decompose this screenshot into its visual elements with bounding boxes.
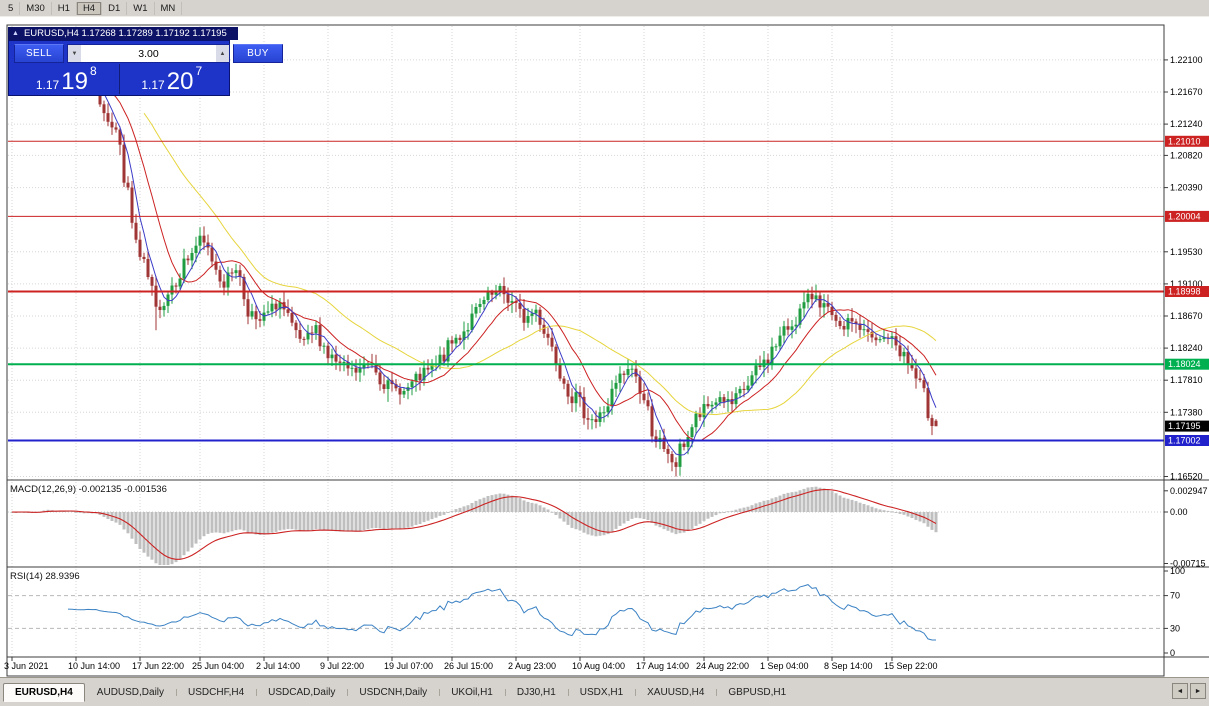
- svg-text:1.18670: 1.18670: [1170, 311, 1203, 321]
- pane-borders: [6, 24, 1209, 677]
- tabs-scroll-right-button[interactable]: ►: [1190, 683, 1206, 699]
- chart-tab[interactable]: EURUSD,H4: [3, 682, 85, 702]
- svg-text:1.17002: 1.17002: [1168, 436, 1201, 446]
- time-axis: 3 Jun 2021 10 Jun 14:00 17 Jun 22:00 25 Jun…: [4, 657, 938, 671]
- price-level-lines: [8, 140, 1164, 442]
- svg-text:1.17195: 1.17195: [1168, 421, 1201, 431]
- buy-price-prefix: 1.17: [141, 78, 165, 92]
- svg-text:0.00: 0.00: [1170, 507, 1188, 517]
- buy-price-display[interactable]: 1.17 20 7: [118, 64, 225, 95]
- sell-price-prefix: 1.17: [35, 78, 60, 92]
- macd-indicator: [10, 486, 938, 565]
- svg-text:1.21670: 1.21670: [1170, 87, 1203, 97]
- svg-text:25 Jun 04:00: 25 Jun 04:00: [192, 661, 244, 671]
- sell-price-display[interactable]: 1.17 19 8: [14, 64, 119, 94]
- timeframe-button-h4[interactable]: H4: [76, 1, 103, 15]
- tabs-scroll-left-button[interactable]: ◄: [1172, 683, 1188, 699]
- svg-text:1 Sep 04:00: 1 Sep 04:00: [760, 661, 809, 671]
- svg-text:100: 100: [1170, 566, 1185, 576]
- svg-text:10 Aug 04:00: 10 Aug 04:00: [572, 661, 625, 671]
- volume-field: ▼ ▲: [67, 44, 230, 63]
- svg-text:2 Jul 14:00: 2 Jul 14:00: [256, 661, 300, 671]
- timeframe-button-d1[interactable]: D1: [102, 1, 128, 15]
- rsi-indicator: [67, 584, 936, 641]
- svg-text:1.18240: 1.18240: [1170, 343, 1203, 353]
- svg-text:1.19100: 1.19100: [1170, 279, 1203, 289]
- svg-text:1.20004: 1.20004: [1168, 211, 1201, 221]
- rsi-label: RSI(14) 28.9396: [10, 571, 80, 582]
- svg-text:1.19530: 1.19530: [1170, 247, 1203, 257]
- svg-text:1.17810: 1.17810: [1170, 375, 1203, 385]
- chart-tab[interactable]: XAUUSD,H4: [635, 684, 716, 701]
- svg-text:8 Sep 14:00: 8 Sep 14:00: [824, 661, 873, 671]
- svg-text:26 Jul 15:00: 26 Jul 15:00: [444, 661, 493, 671]
- sell-button[interactable]: SELL: [14, 44, 64, 63]
- chart-tabs-bar: EURUSD,H4 AUDUSD,Daily USDCHF,H4 USDCAD,Dai…: [0, 677, 1209, 706]
- svg-text:1.16520: 1.16520: [1170, 472, 1203, 482]
- svg-text:1.18998: 1.18998: [1168, 287, 1201, 297]
- macd-label: MACD(12,26,9) -0.002135 -0.001536: [10, 484, 167, 495]
- timeframe-button-5[interactable]: 5: [2, 1, 21, 15]
- chart-tab[interactable]: USDCAD,Daily: [256, 684, 347, 701]
- svg-text:19 Jul 07:00: 19 Jul 07:00: [384, 661, 433, 671]
- chart-window: 1.22100 1.21670 1.21240 1.20820 1.20390 1.195…: [0, 17, 1209, 677]
- svg-text:24 Aug 22:00: 24 Aug 22:00: [696, 661, 749, 671]
- timeframe-button-m30[interactable]: M30: [20, 1, 52, 15]
- svg-text:1.17380: 1.17380: [1170, 407, 1203, 417]
- svg-text:1.21240: 1.21240: [1170, 119, 1203, 129]
- collapse-panel-icon[interactable]: ▲: [12, 30, 19, 37]
- svg-text:0: 0: [1170, 648, 1175, 658]
- ohlc-info-bar: ▲ EURUSD,H4 1.17268 1.17289 1.17192 1.17…: [8, 27, 238, 40]
- chart-tab[interactable]: DJ30,H1: [504, 684, 568, 701]
- chart-tab[interactable]: AUDUSD,Daily: [96, 686, 165, 698]
- timeframe-toolbar: 5 M30 H1 H4 D1 W1 MN: [0, 0, 1209, 17]
- buy-price-pip: 7: [195, 64, 203, 78]
- svg-text:70: 70: [1170, 591, 1180, 601]
- svg-text:1.20820: 1.20820: [1170, 150, 1203, 160]
- svg-text:15 Sep 22:00: 15 Sep 22:00: [884, 661, 938, 671]
- chart-tab[interactable]: UKOil,H1: [439, 684, 505, 701]
- one-click-trading-panel: SELL ▼ ▲ BUY 1.17 19 8 1.17 20 7: [8, 40, 283, 96]
- svg-text:1.21010: 1.21010: [1168, 136, 1201, 146]
- svg-text:1.20390: 1.20390: [1170, 183, 1203, 193]
- svg-text:0.002947: 0.002947: [1170, 486, 1208, 496]
- svg-text:9 Jul 22:00: 9 Jul 22:00: [320, 661, 364, 671]
- chart-tab[interactable]: USDCHF,H4: [176, 684, 256, 701]
- svg-text:10 Jun 14:00: 10 Jun 14:00: [68, 661, 120, 671]
- chart-grid: [8, 26, 1164, 657]
- chart-tab[interactable]: USDX,H1: [567, 684, 635, 701]
- chart-tab[interactable]: USDCNH,Daily: [347, 684, 439, 701]
- buy-button[interactable]: BUY: [233, 44, 283, 63]
- svg-text:-0.00715: -0.00715: [1170, 559, 1206, 569]
- svg-text:17 Aug 14:00: 17 Aug 14:00: [636, 661, 689, 671]
- price-axis: 1.22100 1.21670 1.21240 1.20820 1.20390 1.195…: [1164, 55, 1209, 658]
- chart-canvas[interactable]: 1.22100 1.21670 1.21240 1.20820 1.20390 1.195…: [0, 17, 1209, 677]
- svg-text:1.18024: 1.18024: [1168, 359, 1201, 369]
- timeframe-button-mn[interactable]: MN: [155, 1, 183, 15]
- volume-increase-button[interactable]: ▲: [216, 45, 229, 62]
- svg-text:2 Aug 23:00: 2 Aug 23:00: [508, 661, 556, 671]
- volume-input[interactable]: [81, 45, 216, 62]
- timeframe-button-h1[interactable]: H1: [52, 1, 77, 15]
- svg-text:1.22100: 1.22100: [1170, 55, 1203, 65]
- ohlc-text: EURUSD,H4 1.17268 1.17289 1.17192 1.1719…: [23, 28, 227, 39]
- svg-text:3 Jun 2021: 3 Jun 2021: [4, 661, 49, 671]
- sell-price-pip: 8: [89, 64, 97, 78]
- tabs-scroll-controls: ◄ ►: [1172, 683, 1206, 699]
- buy-price-big: 20: [166, 67, 194, 95]
- volume-decrease-button[interactable]: ▼: [68, 45, 81, 62]
- sell-price-big: 19: [61, 67, 88, 95]
- svg-text:17 Jun 22:00: 17 Jun 22:00: [132, 661, 184, 671]
- svg-text:30: 30: [1170, 623, 1180, 633]
- timeframe-button-w1[interactable]: W1: [127, 1, 155, 15]
- chart-tab[interactable]: GBPUSD,H1: [716, 684, 798, 701]
